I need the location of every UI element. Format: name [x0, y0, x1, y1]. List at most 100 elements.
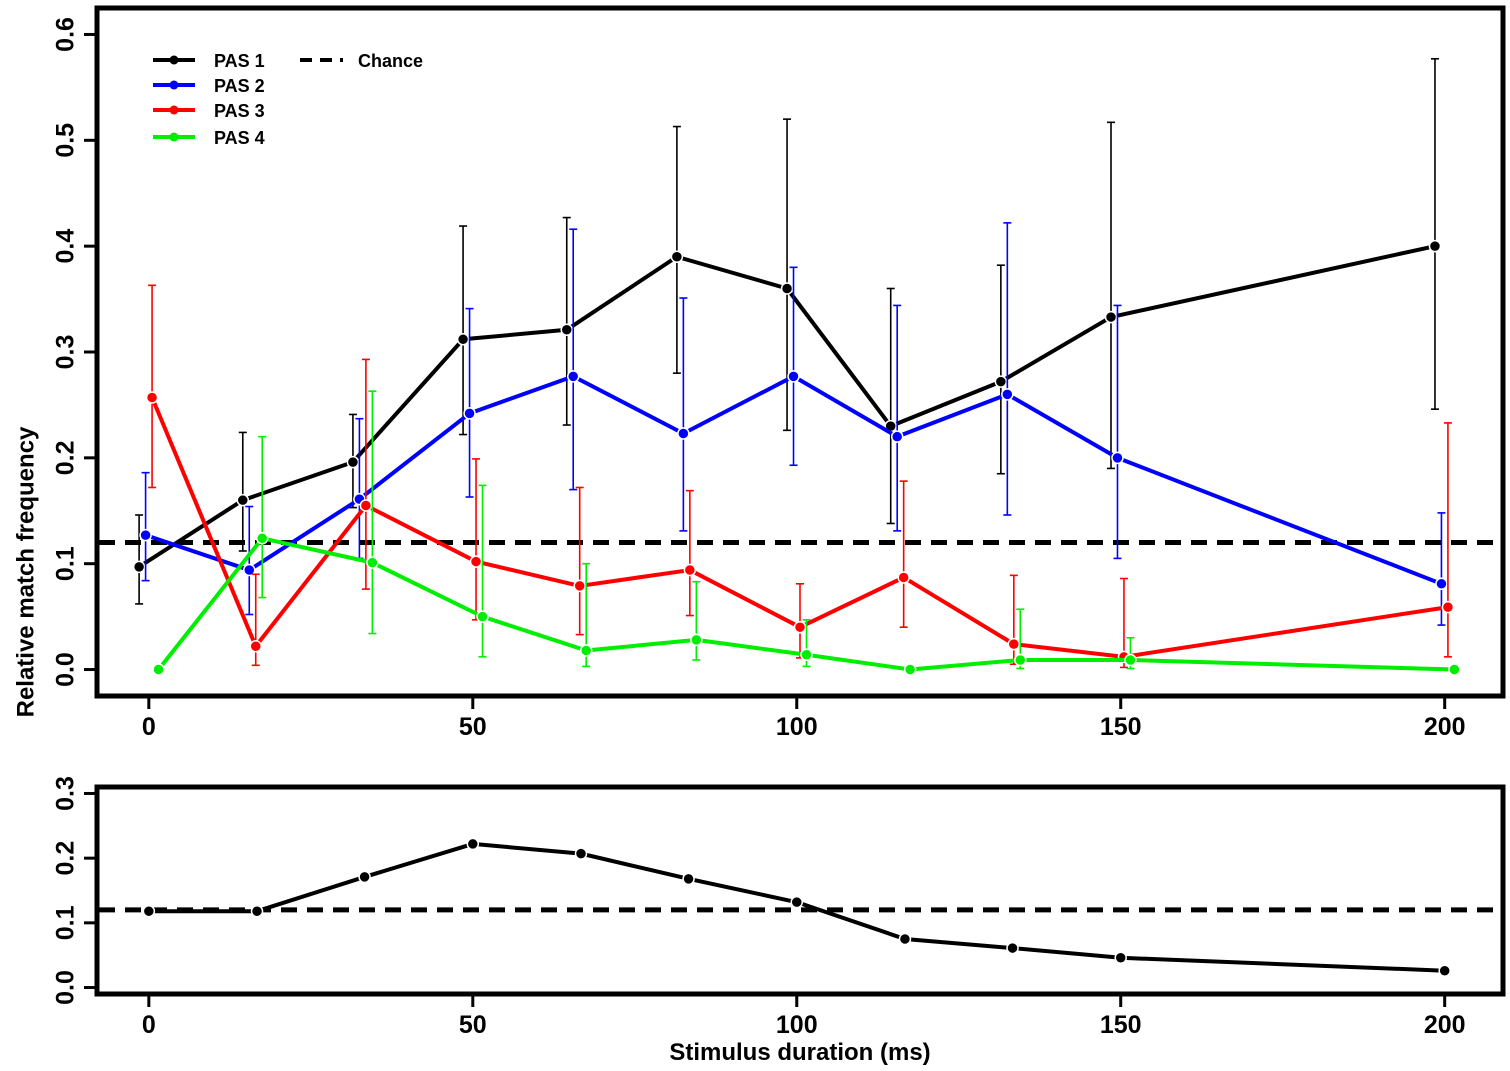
top-x-axis: 0 50 100 150 200: [142, 698, 1466, 741]
bottom-x-tick-label-3: 150: [1100, 1011, 1142, 1039]
top-pas-2-point-9: [1111, 451, 1124, 465]
bottom-series-overall: [142, 837, 1451, 977]
top-pas-2-point-5: [677, 427, 690, 440]
bottom-series-group: [142, 837, 1451, 977]
top-pas-3-point-1: [249, 640, 262, 653]
top-pas-1-point-9: [1104, 310, 1118, 324]
top-pas-1-point-0: [132, 560, 146, 574]
top-pas-3-point-6: [793, 620, 807, 634]
top-pas-3-point-4: [573, 579, 586, 593]
legend-item-pas-1: PAS 1: [153, 51, 265, 71]
top-panel: 0.0 0.1 0.2 0.3 0.4 0.5 0.6 0 50 100 150 200 Relat…: [12, 5, 1506, 741]
bottom-x-tick-label-1: 50: [459, 1011, 487, 1039]
top-y-tick-label-1: 0.1: [52, 546, 80, 581]
top-series-pas-4: [152, 390, 1461, 676]
bottom-x-tick-label-4: 200: [1424, 1011, 1466, 1039]
bottom-x-tick-label-0: 0: [142, 1011, 156, 1039]
top-plot-frame: [94, 5, 1506, 699]
legend-item-pas-4: PAS 4: [153, 128, 265, 148]
bottom-overall-point-10: [1438, 964, 1451, 977]
top-pas-4-point-1: [255, 532, 269, 545]
top-y-axis: 0.0 0.1 0.2 0.3 0.4 0.5 0.6: [52, 17, 95, 687]
top-pas-3-point-2: [359, 499, 373, 512]
top-pas-1-point-6: [780, 282, 794, 295]
top-y-tick-label-6: 0.6: [52, 17, 80, 52]
top-pas-1-point-1: [236, 493, 250, 507]
bottom-panel: 0.0 0.1 0.2 0.3 0 50 100 150 200 Stimulus durat…: [52, 776, 1506, 1066]
top-series-pas-1: [132, 58, 1442, 605]
top-pas-3-point-10: [1441, 600, 1455, 614]
bottom-overall-point-9: [1114, 951, 1127, 965]
bottom-y-tick-label-1: 0.1: [52, 905, 80, 940]
top-pas-4-point-6: [800, 648, 813, 661]
top-pas-2-point-1: [243, 563, 256, 577]
top-pas-1-point-2: [346, 455, 360, 469]
top-y-axis-title: Relative match frequency: [12, 426, 39, 717]
bottom-y-axis: 0.0 0.1 0.2 0.3: [52, 776, 95, 1005]
top-pas-2-point-6: [787, 370, 800, 383]
bottom-overall-point-6: [790, 895, 804, 909]
bottom-overall-point-1: [250, 904, 264, 918]
top-x-tick-label-2: 100: [776, 713, 818, 741]
legend-label-pas-2: PAS 2: [214, 76, 265, 96]
bottom-overall-point-4: [574, 847, 588, 860]
bottom-overall-point-0: [142, 904, 156, 918]
top-pas-4-point-8: [1014, 653, 1027, 667]
legend-item-pas-2: PAS 2: [153, 76, 265, 96]
top-series-group: [132, 58, 1461, 676]
top-x-tick-label-3: 150: [1100, 713, 1142, 741]
top-pas-4-point-5: [690, 633, 703, 647]
top-y-tick-label-0: 0.0: [52, 652, 80, 687]
bottom-x-axis: 0 50 100 150 200: [142, 996, 1466, 1039]
bottom-overall-point-5: [682, 872, 695, 886]
top-pas-1-point-3: [456, 333, 470, 346]
top-pas-3-point-8: [1007, 637, 1021, 651]
bottom-y-tick-label-3: 0.3: [52, 776, 80, 811]
bottom-overall-point-7: [898, 932, 912, 946]
top-pas-3-point-7: [897, 571, 910, 584]
top-pas-2-point-10: [1435, 577, 1448, 591]
top-pas-1-point-4: [560, 323, 573, 337]
bottom-y-tick-label-0: 0.0: [52, 970, 80, 1005]
bottom-y-tick-label-2: 0.2: [52, 841, 80, 876]
legend-label-pas-4: PAS 4: [214, 128, 265, 148]
legend-item-chance: Chance: [300, 51, 423, 71]
top-y-tick-label-3: 0.3: [52, 335, 80, 370]
bottom-x-axis-title: Stimulus duration (ms): [669, 1039, 930, 1066]
bottom-x-tick-label-2: 100: [776, 1011, 818, 1039]
top-pas-1-point-5: [670, 250, 684, 263]
top-pas-3-point-5: [683, 563, 697, 577]
top-pas-4-point-0: [152, 663, 165, 676]
legend-label-chance: Chance: [358, 51, 423, 71]
top-x-tick-label-0: 0: [142, 713, 156, 741]
bottom-overall-point-8: [1006, 941, 1019, 955]
top-y-tick-label-5: 0.5: [52, 123, 80, 158]
legend: PAS 1 PAS 2 PAS 3 PAS 4 Chance: [153, 51, 423, 148]
top-y-tick-label-4: 0.4: [52, 229, 80, 264]
top-pas-4-point-7: [903, 663, 917, 676]
top-pas-4-point-2: [366, 556, 379, 569]
top-pas-1-point-10: [1428, 239, 1442, 253]
bottom-overall-point-2: [358, 870, 371, 884]
top-pas-4-point-10: [1448, 663, 1461, 676]
top-pas-2-point-7: [890, 430, 904, 443]
top-pas-1-point-8: [994, 375, 1008, 388]
top-x-tick-label-1: 50: [459, 713, 487, 741]
bottom-overall-point-3: [466, 837, 480, 851]
top-pas-4-point-3: [476, 610, 489, 623]
top-x-tick-label-4: 200: [1424, 713, 1466, 741]
top-series-pas-3: [145, 284, 1455, 669]
top-pas-3-point-0: [145, 391, 159, 404]
top-pas-4-point-4: [579, 644, 593, 657]
top-pas-3-point-3: [469, 555, 483, 568]
top-pas-2-point-3: [463, 407, 476, 420]
bottom-plot-frame: [94, 784, 1506, 997]
top-pas-4-point-9: [1124, 653, 1137, 667]
top-y-tick-label-2: 0.2: [52, 440, 80, 475]
legend-label-pas-3: PAS 3: [214, 101, 265, 121]
legend-item-pas-3: PAS 3: [153, 101, 265, 121]
top-pas-2-point-4: [566, 370, 580, 383]
top-pas-2-point-0: [139, 528, 152, 542]
legend-label-pas-1: PAS 1: [214, 51, 265, 71]
